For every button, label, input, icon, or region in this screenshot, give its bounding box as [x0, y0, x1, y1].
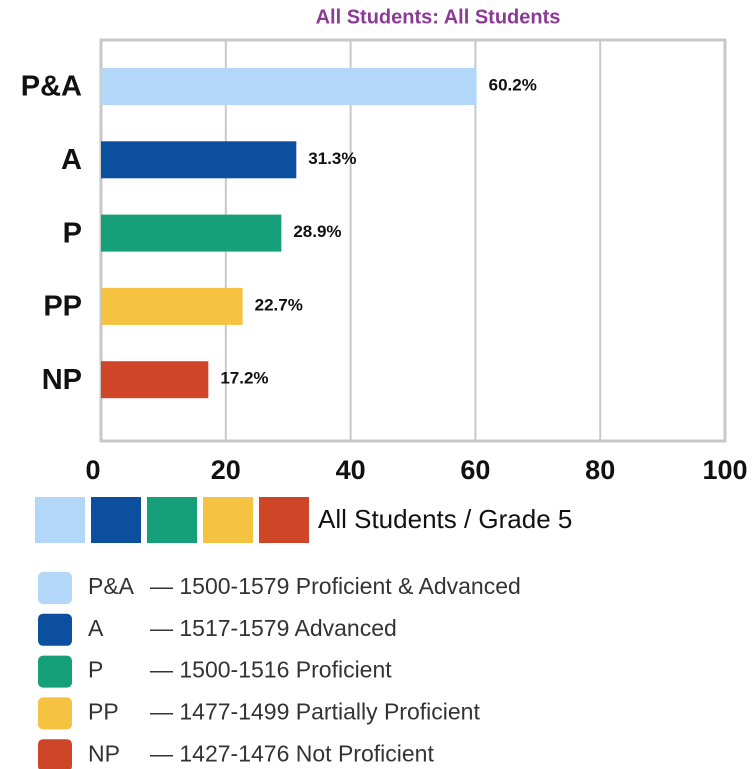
- y-tick-label: NP: [42, 364, 82, 396]
- y-tick-label: P: [63, 217, 82, 249]
- x-tick-label: 0: [85, 455, 100, 485]
- value-label: 22.7%: [255, 295, 303, 314]
- value-label: 60.2%: [489, 75, 537, 94]
- bar: [101, 287, 243, 325]
- legend-item-swatch: [38, 655, 72, 688]
- value-label: 28.9%: [293, 222, 341, 241]
- legend-item-abbr: A: [88, 615, 104, 641]
- legend-item-abbr: NP: [88, 740, 120, 766]
- legend-label: All Students / Grade 5: [318, 504, 572, 534]
- legend-item-description: — 1500-1516 Proficient: [150, 657, 392, 683]
- x-tick-label: 100: [702, 455, 747, 485]
- x-tick-label: 40: [336, 455, 366, 485]
- legend-item-abbr: P&A: [88, 573, 135, 599]
- bar: [101, 68, 477, 105]
- y-tick-label: PP: [43, 291, 82, 323]
- legend-item-abbr: PP: [88, 698, 119, 724]
- value-label: 31.3%: [308, 149, 356, 168]
- bar: [101, 214, 282, 252]
- legend-swatch: [147, 497, 197, 543]
- legend-swatch: [35, 497, 85, 543]
- legend-item-abbr: P: [88, 657, 103, 683]
- legend-item-description: — 1500-1579 Proficient & Advanced: [150, 573, 521, 599]
- bar: [101, 141, 297, 179]
- legend-item-swatch: [38, 613, 72, 646]
- legend-item-description: — 1517-1579 Advanced: [150, 615, 397, 641]
- x-tick-label: 20: [211, 455, 241, 485]
- legend-item-description: — 1427-1476 Not Proficient: [150, 740, 434, 766]
- legend-swatch: [91, 497, 141, 543]
- legend-swatch: [259, 497, 309, 543]
- x-tick-label: 60: [460, 455, 490, 485]
- y-tick-label: P&A: [21, 71, 82, 103]
- bar: [101, 361, 209, 399]
- value-label: 17.2%: [220, 369, 268, 388]
- x-tick-label: 80: [585, 455, 615, 485]
- legend-item-swatch: [38, 572, 72, 604]
- legend-item-swatch: [38, 739, 72, 769]
- legend-item-description: — 1477-1499 Partially Proficient: [150, 698, 480, 724]
- legend-swatch: [203, 497, 253, 543]
- legend-item-swatch: [38, 697, 72, 730]
- y-tick-label: A: [61, 144, 82, 176]
- chart-title: All Students: All Students: [316, 6, 561, 28]
